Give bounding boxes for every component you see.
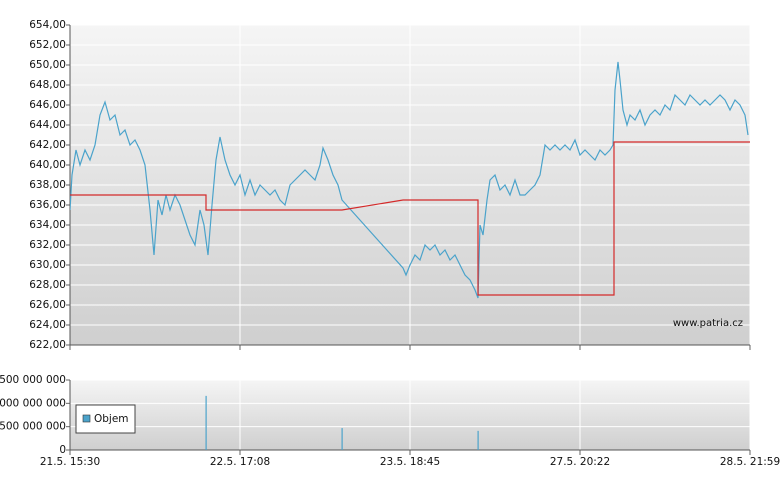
y-tick-label: 638,00 — [29, 179, 66, 191]
watermark: www.patria.cz — [673, 318, 743, 329]
x-tick-label: 21.5. 15:30 — [40, 456, 100, 468]
y-tick-label: 642,00 — [29, 139, 66, 151]
y-tick-label: 634,00 — [29, 219, 66, 231]
x-tick-label: 22.5. 17:08 — [210, 456, 270, 468]
y-tick-label: 654,00 — [29, 19, 66, 31]
y-tick-label: 644,00 — [29, 119, 66, 131]
volume-bar — [341, 428, 343, 450]
y-tick-label: 624,00 — [29, 319, 66, 331]
x-tick-label: 23.5. 18:45 — [380, 456, 440, 468]
y-tick-label: 646,00 — [29, 99, 66, 111]
y-tick-label: 628,00 — [29, 279, 66, 291]
legend-label: Objem — [94, 413, 129, 425]
y-tick-label: 636,00 — [29, 199, 66, 211]
y-tick-label: 626,00 — [29, 299, 66, 311]
y-tick-label: 640,00 — [29, 159, 66, 171]
y-tick-label: 0 — [59, 444, 66, 456]
y-tick-label: 630,00 — [29, 259, 66, 271]
y-tick-label: 650,00 — [29, 59, 66, 71]
price-line — [70, 141, 750, 296]
y-tick-label: 500 000 000 — [0, 421, 66, 433]
legend: Objem — [75, 404, 136, 434]
y-tick-label: 1 000 000 000 — [0, 397, 66, 409]
y-tick-label: 632,00 — [29, 239, 66, 251]
volume-bar — [477, 430, 479, 450]
y-tick-label: 648,00 — [29, 79, 66, 91]
y-tick-label: 1 500 000 000 — [0, 374, 66, 386]
legend-swatch — [82, 414, 91, 423]
y-tick-label: 622,00 — [29, 339, 66, 351]
x-tick-label: 27.5. 20:22 — [550, 456, 610, 468]
volume-bar — [205, 395, 207, 450]
x-tick-label: 28.5. 21:59 — [720, 456, 780, 468]
y-tick-label: 652,00 — [29, 39, 66, 51]
price-line — [70, 61, 749, 299]
